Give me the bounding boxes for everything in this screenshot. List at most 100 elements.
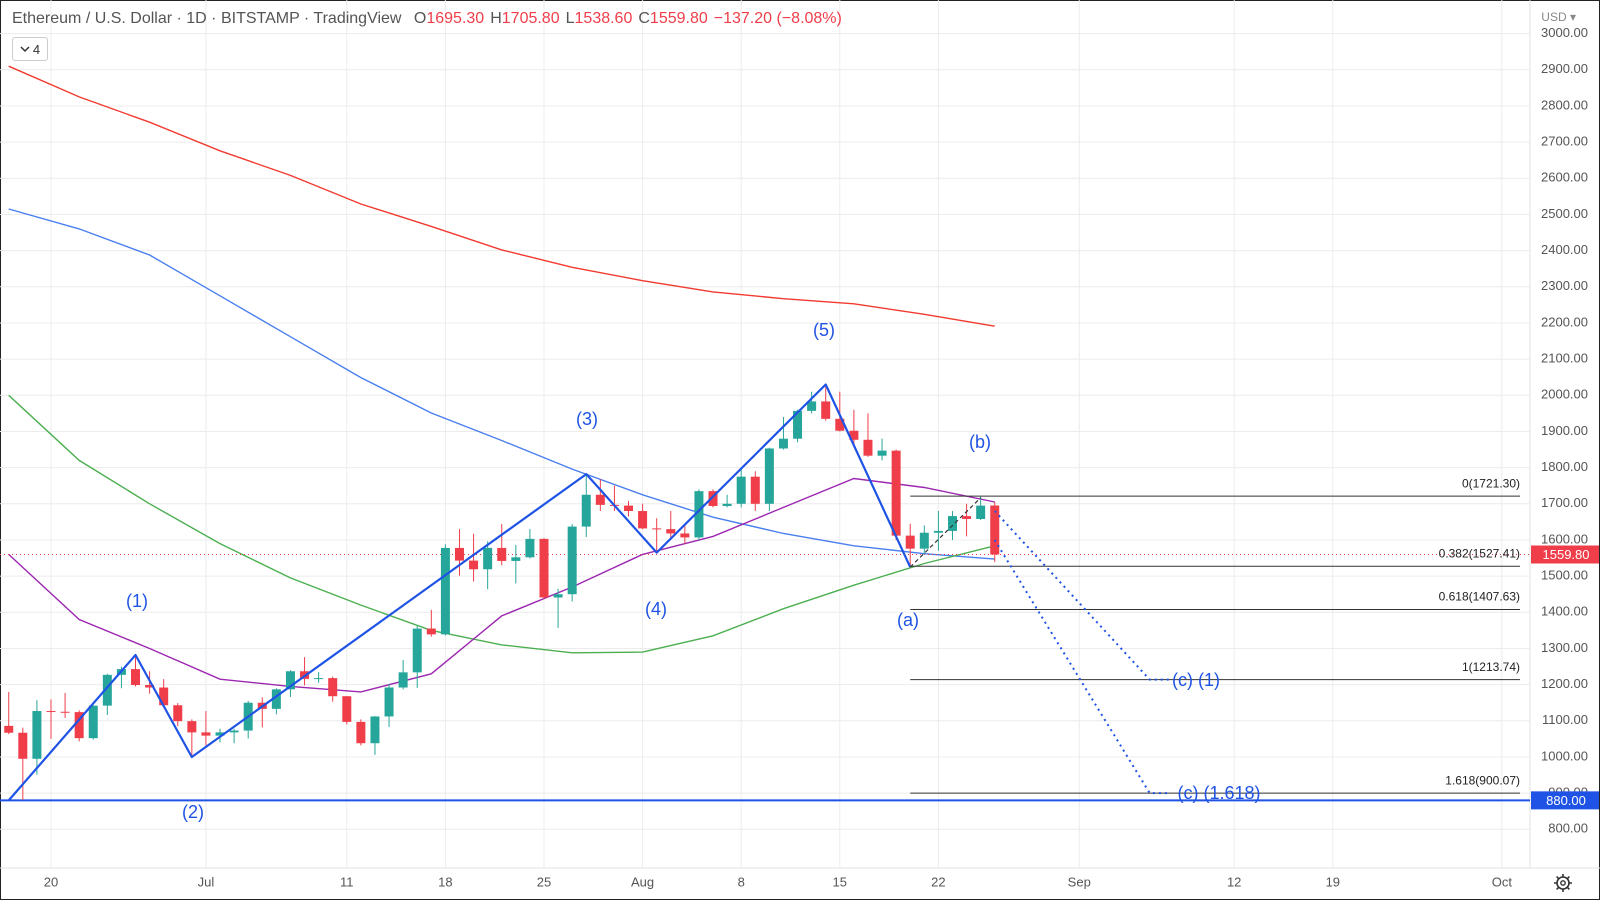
wave-label: (c) (1.618) bbox=[1177, 783, 1260, 803]
candle-body bbox=[919, 532, 929, 549]
candle-body bbox=[835, 418, 845, 431]
ohlc-value: 1559.80 bbox=[649, 10, 708, 27]
y-tick-label: 2800.00 bbox=[1541, 97, 1588, 112]
moving-average bbox=[8, 208, 995, 560]
candle-body bbox=[708, 491, 718, 506]
candle-body bbox=[497, 547, 507, 561]
x-tick-label: 25 bbox=[537, 874, 551, 889]
candle-body bbox=[764, 448, 774, 504]
candle-body bbox=[159, 687, 169, 706]
candle-body bbox=[328, 678, 338, 697]
candle-body bbox=[384, 687, 394, 717]
candle-body bbox=[638, 511, 648, 529]
candle-body bbox=[947, 516, 957, 531]
candle-body bbox=[356, 721, 366, 744]
candle-body bbox=[905, 535, 915, 549]
candle-body bbox=[412, 628, 422, 673]
candle-body bbox=[624, 505, 634, 512]
wave-label: (5) bbox=[813, 320, 835, 340]
plot: 0(1721.30) 0.382(1527.41) 0.618(1407.63) 1(… bbox=[0, 65, 1530, 822]
candle-body bbox=[553, 594, 563, 598]
x-tick-label: 20 bbox=[44, 874, 58, 889]
candle-body bbox=[173, 705, 183, 722]
ohlc-value: 1538.60 bbox=[574, 10, 633, 27]
moving-average bbox=[8, 65, 995, 327]
moving-average bbox=[8, 394, 995, 654]
indicator-count: 4 bbox=[32, 41, 41, 57]
y-tick-label: 1000.00 bbox=[1541, 748, 1588, 763]
y-tick-label: 2000.00 bbox=[1541, 387, 1588, 402]
grid bbox=[0, 0, 1530, 868]
candle-body bbox=[793, 410, 803, 439]
candle-body bbox=[74, 712, 84, 739]
candle-body bbox=[483, 547, 493, 570]
x-tick-label: 12 bbox=[1227, 874, 1241, 889]
candle-body bbox=[271, 689, 281, 709]
candle-body bbox=[370, 716, 380, 744]
y-tick-label: 1400.00 bbox=[1541, 604, 1588, 619]
x-tick-label: 11 bbox=[340, 874, 354, 889]
y-tick-label: 2400.00 bbox=[1541, 242, 1588, 257]
y-tick-label: 2900.00 bbox=[1541, 61, 1588, 76]
x-tick-label: 18 bbox=[438, 874, 452, 889]
fib-label: 0.618(1407.63) bbox=[1439, 590, 1520, 604]
symbol-title: Ethereum / U.S. Dollar · 1D · BITSTAMP ·… bbox=[12, 10, 402, 27]
x-tick-label: Jul bbox=[198, 874, 215, 889]
candle-body bbox=[187, 721, 197, 733]
fib-label: 0.382(1527.41) bbox=[1439, 546, 1520, 560]
x-tick-label: 15 bbox=[833, 874, 847, 889]
candle-body bbox=[666, 529, 676, 534]
settings-icon[interactable] bbox=[1554, 874, 1572, 892]
candle-body bbox=[342, 696, 352, 722]
candle-body bbox=[722, 503, 732, 506]
ohlc-value: −137.20 (−8.08%) bbox=[713, 10, 842, 27]
ohlc-legend: O1695.30 H1705.80 L1538.60 C1559.80 −137.20 … bbox=[414, 10, 848, 27]
candle-body bbox=[398, 672, 408, 688]
ohlc-key: L bbox=[565, 10, 575, 27]
wave-b-line bbox=[909, 497, 982, 568]
support-label-bg bbox=[1531, 791, 1599, 810]
y-tick-label: 2100.00 bbox=[1541, 351, 1588, 366]
candle-body bbox=[680, 533, 690, 538]
axes: 800.00900.001000.001100.001200.001300.00… bbox=[44, 25, 1599, 889]
header: Ethereum / U.S. Dollar · 1D · BITSTAMP ·… bbox=[12, 10, 848, 28]
candle-body bbox=[229, 730, 239, 733]
ohlc-key: O bbox=[413, 10, 427, 27]
y-tick-label: 800.00 bbox=[1548, 821, 1588, 836]
currency: USD bbox=[1541, 10, 1567, 24]
candle-body bbox=[32, 711, 42, 759]
candle-body bbox=[454, 547, 464, 561]
y-tick-label: 1300.00 bbox=[1541, 640, 1588, 655]
x-tick-label: Oct bbox=[1492, 874, 1513, 889]
y-tick-label: 2300.00 bbox=[1541, 278, 1588, 293]
candle-body bbox=[652, 528, 662, 530]
x-tick-label: Sep bbox=[1068, 874, 1091, 889]
y-tick-label: 1100.00 bbox=[1542, 712, 1588, 727]
fib-label: 1.618(900.07) bbox=[1445, 773, 1520, 787]
last-price-label: 1559.80 bbox=[1543, 547, 1590, 562]
currency-menu[interactable]: USD ▾ bbox=[1537, 10, 1580, 24]
candle-body bbox=[215, 732, 225, 736]
candle-body bbox=[891, 450, 901, 536]
candle-body bbox=[511, 557, 521, 561]
candle-body bbox=[877, 450, 887, 456]
candle-body bbox=[821, 401, 831, 419]
candle-body bbox=[18, 732, 28, 759]
candle-body bbox=[990, 505, 1000, 555]
wave-label: (4) bbox=[645, 599, 667, 619]
candle-body bbox=[750, 476, 760, 504]
wave-label: (3) bbox=[576, 409, 598, 429]
candle-body bbox=[201, 732, 211, 736]
candle-body bbox=[863, 439, 873, 456]
indicators-toggle[interactable]: 4 bbox=[12, 37, 48, 61]
wave-label: (2) bbox=[182, 802, 204, 822]
y-tick-label: 1200.00 bbox=[1541, 676, 1588, 691]
candle-body bbox=[469, 560, 479, 570]
fib-label: 0(1721.30) bbox=[1462, 476, 1520, 490]
wave-label: (b) bbox=[969, 432, 991, 452]
wave-label: (a) bbox=[897, 610, 919, 630]
moving-average bbox=[8, 477, 995, 693]
candle-body bbox=[807, 401, 817, 411]
candle-body bbox=[440, 547, 450, 635]
